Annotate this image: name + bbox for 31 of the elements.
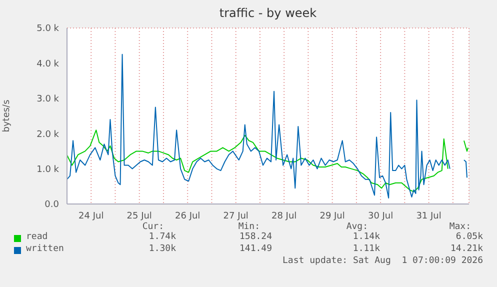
text: Avg: [346,222,368,232]
x-tick-label: 29 Jul [320,211,345,222]
y-tick-label: 2.0 k [36,130,60,140]
chart-title: traffic - by week [218,6,318,20]
y-tick-label: 0.0 [44,200,60,210]
y-tick-label: 4.0 k [36,59,60,70]
x-tick-label: 26 Jul [175,211,200,222]
legend-label: written [26,244,64,254]
legend-label: read [26,232,48,242]
text: 1.11k [352,244,380,254]
y-tick-label: 1.0 k [36,164,60,175]
text: Last update: Sat Aug 1 07:00:09 2026 [282,256,483,266]
text: 1.74k [148,232,176,242]
y-tick-label: 3.0 k [36,94,60,105]
text: 1.14k [352,232,380,242]
text: Cur: [142,222,164,232]
text: 158.24 [239,232,272,242]
x-tick-label: 30 Jul [368,211,394,222]
x-tick-label: 25 Jul [126,211,152,222]
text: 141.49 [239,244,272,254]
text: 1.30k [148,244,176,254]
x-tick-label: 27 Jul [223,211,248,222]
text: 6.05k [456,232,483,242]
x-tick-label: 28 Jul [271,211,297,222]
y-tick-label: 5.0 k [36,24,60,34]
x-tick-label: 31 Jul [416,211,442,222]
text: Min: [238,222,260,232]
y-axis-title: bytes/s [2,99,12,132]
text: Max: [449,222,471,232]
x-tick-label: 24 Jul [78,211,104,222]
text: 14.21k [450,244,483,254]
